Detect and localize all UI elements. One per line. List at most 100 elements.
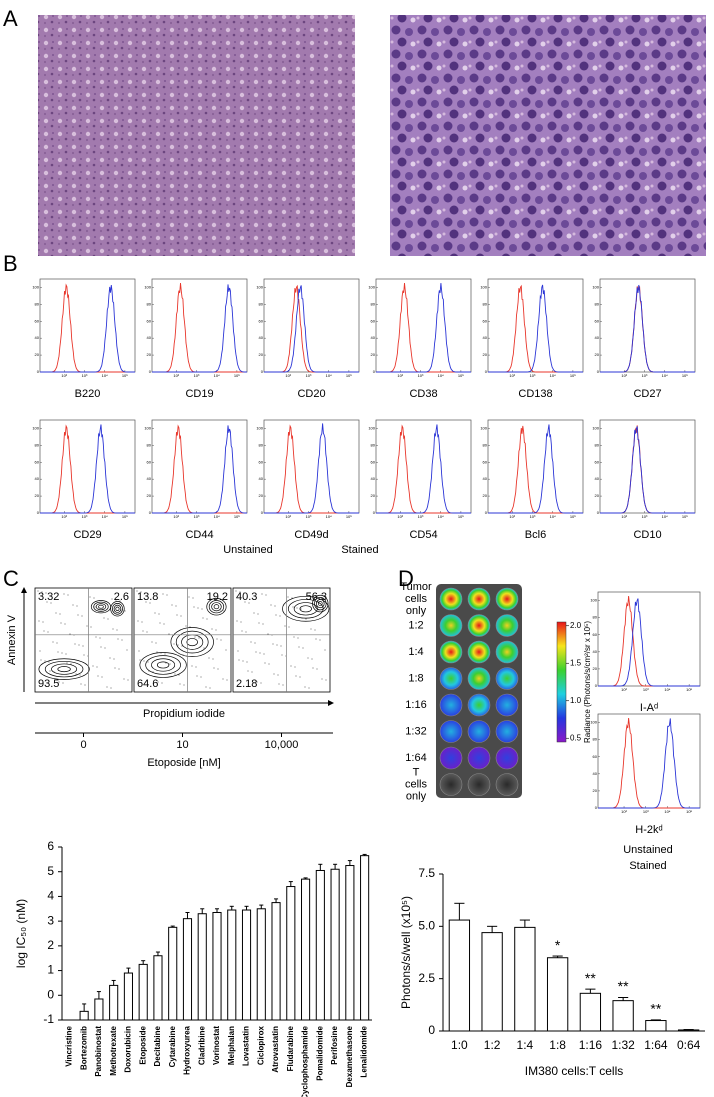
event-dot [310, 628, 312, 630]
event-dot [240, 621, 242, 623]
event-dot [99, 637, 101, 639]
well [467, 746, 491, 770]
stained-curve [264, 423, 359, 514]
event-dot [239, 591, 241, 593]
well [495, 614, 519, 637]
bar [168, 926, 178, 1021]
colorbar-tick-label: 2.0 [570, 621, 582, 630]
event-dot [44, 660, 46, 662]
event-dot [237, 650, 239, 652]
event-dot [226, 679, 228, 681]
contour [113, 604, 122, 613]
x-tick-label: 10³ [642, 373, 648, 378]
event-dot [254, 642, 256, 644]
x-tick-label: Etoposide [138, 1025, 147, 1064]
event-dot [261, 593, 263, 595]
event-dot [210, 598, 212, 600]
y-tick-label: 100 [256, 285, 263, 290]
event-dot [274, 605, 276, 607]
event-dot [260, 682, 262, 684]
event-dot [259, 652, 261, 654]
well [495, 773, 519, 796]
histology-high-mag [390, 15, 706, 256]
bar [546, 957, 569, 1032]
colorbar [556, 621, 567, 743]
event-dot [111, 598, 113, 600]
event-dot [295, 675, 297, 677]
bar [79, 1010, 89, 1021]
legend-stained: Stained [341, 544, 378, 556]
event-dot [45, 592, 47, 594]
event-dot [300, 608, 302, 610]
event-dot [115, 599, 117, 601]
colorbar-tick-label: 1.0 [570, 696, 582, 705]
unstained-curve [598, 595, 700, 687]
event-dot [56, 642, 58, 644]
event-dot [38, 620, 40, 622]
event-dot [42, 621, 44, 623]
y-tick-label: 40 [371, 335, 376, 340]
contour-frame [133, 587, 232, 693]
event-dot [121, 639, 123, 641]
colorbar-tick-label: 1.5 [570, 658, 582, 667]
stained-curve [488, 284, 583, 373]
event-dot [270, 604, 272, 606]
event-dot [55, 612, 57, 614]
panel-label: C [3, 566, 19, 591]
event-dot [141, 621, 143, 623]
y-tick-label: 80 [259, 442, 264, 447]
event-dot [253, 612, 255, 614]
event-dot [175, 605, 177, 607]
event-dot [118, 668, 120, 670]
quadrant-value: 19.2 [207, 591, 228, 603]
event-dot [262, 623, 264, 625]
event-dot [220, 639, 222, 641]
x-tick-label: 10³ [643, 687, 649, 692]
x-tick-label: Decitabine [153, 1025, 162, 1066]
bar [256, 908, 266, 1021]
event-dot [311, 658, 313, 660]
x-tick-label: 10² [621, 373, 627, 378]
event-dot [147, 661, 149, 663]
event-dot [203, 647, 205, 649]
event-dot [155, 642, 157, 644]
event-dot [109, 657, 111, 659]
quadrant-value: 40.3 [236, 591, 257, 603]
contour [95, 603, 107, 611]
event-dot [112, 628, 114, 630]
y-tick-label: 0 [261, 369, 264, 374]
x-tick-label: 10⁴ [102, 373, 108, 378]
unstained-curve [264, 284, 359, 373]
event-dot [176, 614, 178, 616]
bar [286, 886, 296, 1021]
y-tick-label: 20 [593, 788, 598, 793]
y-tick-label: 3 [47, 913, 54, 927]
contour [44, 660, 84, 678]
bar [301, 878, 311, 1021]
event-dot [90, 626, 92, 628]
histology-low-mag [38, 15, 355, 256]
well [467, 720, 491, 743]
y-tick-label: 60 [595, 459, 600, 464]
y-tick-label: 100 [590, 720, 597, 725]
quadrant-value: 2.6 [114, 591, 129, 603]
y-tick-label: 80 [35, 442, 40, 447]
event-dot [43, 630, 45, 632]
panel-label: B [3, 251, 18, 276]
event-dot [193, 606, 195, 608]
event-dot [282, 684, 284, 686]
contour [93, 601, 109, 612]
unstained-curve [488, 284, 583, 373]
well [495, 640, 519, 664]
event-dot [119, 600, 121, 602]
x-tick-label: 10⁴ [664, 809, 670, 814]
y-axis-label: log IC₅₀ (nM) [14, 899, 28, 968]
x-tick-label: 10⁴ [664, 687, 670, 692]
marker-name: CD29 [73, 529, 101, 541]
x-tick-label: Panobinostat [94, 1026, 103, 1077]
dose-value: 10,000 [265, 739, 299, 751]
y-tick-label: 20 [371, 493, 376, 498]
event-dot [95, 636, 97, 638]
x-tick-label: 10⁴ [214, 514, 220, 519]
event-dot [273, 673, 275, 675]
